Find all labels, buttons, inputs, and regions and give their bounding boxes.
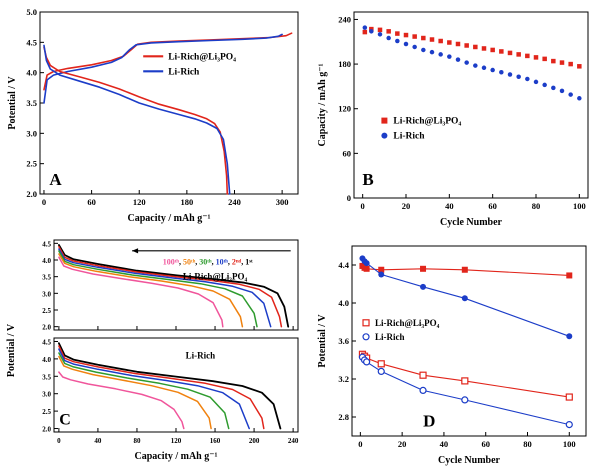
chart-c1-svg: 2.0 2.5 3.0 3.5 4.0 4.5 100ᵗʰ, 50ᵗʰ, 30ᵗʰ, 10ᵗ… [42, 239, 299, 332]
c-y-axis-label: Potential / V [3, 234, 21, 466]
chart-c2-svg: 0 40 80 120 160 200 240 2.0 2.5 3.0 3.5 4.0 4.5 Capac… [42, 337, 299, 462]
svg-text:Li-Rich@Li₃PO₄: Li-Rich@Li₃PO₄ [168, 52, 236, 62]
svg-text:Potential / V: Potential / V [317, 314, 328, 368]
panel-b-cycling-stability: 0 20 40 60 80 100 0 60 120 180 240 Cycle Number Capa… [316, 4, 596, 232]
svg-text:240: 240 [338, 14, 351, 24]
svg-text:4.0: 4.0 [42, 257, 51, 265]
svg-text:40: 40 [440, 439, 449, 449]
svg-text:A: A [49, 170, 62, 189]
svg-text:0: 0 [347, 193, 351, 203]
svg-text:D: D [423, 412, 435, 431]
svg-text:3.6: 3.6 [338, 336, 349, 346]
svg-text:2.5: 2.5 [26, 159, 37, 169]
svg-text:0: 0 [361, 201, 365, 211]
svg-text:40: 40 [445, 201, 454, 211]
svg-text:Potential / V: Potential / V [7, 76, 18, 130]
svg-text:2.5: 2.5 [42, 307, 51, 315]
svg-text:4.4: 4.4 [338, 260, 349, 270]
svg-text:Capacity / mAh g⁻¹: Capacity / mAh g⁻¹ [317, 64, 328, 147]
panel-d-mean-potential: 0 20 40 60 80 100 2.8 3.2 3.6 4.0 4.4 Cycle Number P… [316, 238, 596, 470]
svg-text:Cycle Number: Cycle Number [438, 455, 500, 466]
svg-text:2.0: 2.0 [42, 426, 51, 434]
svg-text:120: 120 [338, 104, 351, 114]
svg-text:Li-Rich@Li₃PO₄: Li-Rich@Li₃PO₄ [183, 272, 248, 282]
svg-text:60: 60 [488, 201, 497, 211]
svg-text:180: 180 [338, 59, 351, 69]
chart-b-svg: 0 20 40 60 80 100 0 60 120 180 240 Cycle Number Capa… [317, 11, 589, 228]
svg-text:3.0: 3.0 [26, 128, 37, 138]
svg-text:100: 100 [573, 201, 586, 211]
svg-text:300: 300 [276, 197, 289, 207]
chart-d-mount: 0 20 40 60 80 100 2.8 3.2 3.6 4.0 4.4 Cycle Number P… [316, 238, 596, 470]
panel-c-discharge-profiles: Potential / V 2.0 2.5 3.0 3.5 4.0 4.5 100ᵗʰ, 5… [6, 234, 306, 470]
svg-text:60: 60 [481, 439, 490, 449]
svg-text:180: 180 [180, 197, 193, 207]
svg-text:Li-Rich@Li₃PO₄: Li-Rich@Li₃PO₄ [375, 318, 440, 328]
svg-text:20: 20 [398, 439, 407, 449]
chart-d-svg: 0 20 40 60 80 100 2.8 3.2 3.6 4.0 4.4 Cycle Number P… [317, 245, 587, 466]
svg-text:60: 60 [87, 197, 96, 207]
svg-text:100: 100 [563, 439, 576, 449]
c-subplots: 2.0 2.5 3.0 3.5 4.0 4.5 100ᵗʰ, 50ᵗʰ, 30ᵗʰ, 10ᵗ… [22, 234, 306, 466]
svg-text:4.0: 4.0 [26, 68, 37, 78]
svg-text:160: 160 [210, 437, 221, 445]
svg-text:4.5: 4.5 [42, 240, 51, 248]
svg-text:80: 80 [133, 437, 141, 445]
svg-text:Cycle Number: Cycle Number [440, 217, 502, 228]
svg-text:2.0: 2.0 [42, 324, 51, 332]
svg-text:240: 240 [288, 437, 299, 445]
svg-text:80: 80 [523, 439, 532, 449]
svg-text:80: 80 [532, 201, 541, 211]
svg-text:3.5: 3.5 [42, 373, 51, 381]
svg-text:120: 120 [133, 197, 146, 207]
svg-text:3.0: 3.0 [42, 290, 51, 298]
chart-a-mount: 0 60 120 180 240 300 2.0 2.5 3.0 3.5 4.0 4.5 5.0 Capa… [6, 4, 308, 228]
svg-text:2.0: 2.0 [26, 189, 37, 199]
chart-c1-mount: 2.0 2.5 3.0 3.5 4.0 4.5 100ᵗʰ, 50ᵗʰ, 30ᵗʰ, 10ᵗ… [22, 234, 306, 336]
svg-text:Li-Rich: Li-Rich [393, 132, 425, 142]
svg-text:0: 0 [42, 197, 46, 207]
svg-text:4.5: 4.5 [42, 338, 51, 346]
c-y-axis-label-text: Potential / V [6, 323, 18, 377]
svg-text:20: 20 [402, 201, 411, 211]
svg-text:0: 0 [57, 437, 61, 445]
svg-text:Li-Rich: Li-Rich [168, 67, 200, 77]
svg-text:60: 60 [343, 148, 352, 158]
svg-text:3.5: 3.5 [42, 274, 51, 282]
svg-text:Li-Rich@Li₃PO₄: Li-Rich@Li₃PO₄ [393, 117, 461, 127]
svg-text:240: 240 [228, 197, 241, 207]
panel-a-charge-discharge-curves: 0 60 120 180 240 300 2.0 2.5 3.0 3.5 4.0 4.5 5.0 Capa… [6, 4, 308, 232]
svg-text:4.0: 4.0 [42, 356, 51, 364]
svg-text:3.0: 3.0 [42, 391, 51, 399]
svg-text:Li-Rich: Li-Rich [375, 332, 405, 342]
svg-text:3.5: 3.5 [26, 98, 37, 108]
svg-text:5.0: 5.0 [26, 7, 37, 17]
svg-text:2.8: 2.8 [338, 412, 349, 422]
svg-text:0: 0 [358, 439, 362, 449]
chart-a-svg: 0 60 120 180 240 300 2.0 2.5 3.0 3.5 4.0 4.5 5.0 Capa… [7, 7, 299, 224]
svg-text:4.0: 4.0 [338, 298, 349, 308]
svg-text:3.2: 3.2 [338, 374, 349, 384]
svg-text:Li-Rich: Li-Rich [186, 351, 216, 361]
svg-text:40: 40 [94, 437, 102, 445]
chart-c2-mount: 0 40 80 120 160 200 240 2.0 2.5 3.0 3.5 4.0 4.5 Capac… [22, 336, 306, 466]
svg-text:C: C [59, 411, 71, 428]
svg-text:B: B [362, 170, 373, 189]
svg-text:100ᵗʰ, 50ᵗʰ, 30ᵗʰ, 10ᵗʰ, 2ⁿᵈ,: 100ᵗʰ, 50ᵗʰ, 30ᵗʰ, 10ᵗʰ, 2ⁿᵈ, 1ˢᵗ [163, 257, 253, 266]
svg-text:Capacity / mAh g⁻¹: Capacity / mAh g⁻¹ [135, 451, 218, 462]
svg-text:Capacity / mAh g⁻¹: Capacity / mAh g⁻¹ [128, 213, 211, 224]
svg-text:200: 200 [249, 437, 260, 445]
svg-text:4.5: 4.5 [26, 37, 37, 47]
chart-b-mount: 0 20 40 60 80 100 0 60 120 180 240 Cycle Number Capa… [316, 4, 596, 232]
svg-text:120: 120 [171, 437, 182, 445]
svg-text:2.5: 2.5 [42, 408, 51, 416]
